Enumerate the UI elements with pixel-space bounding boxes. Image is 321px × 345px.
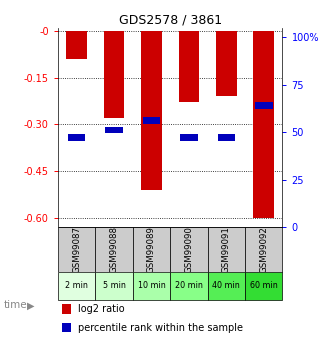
Bar: [58, 227, 95, 272]
Bar: [68, 134, 85, 140]
Bar: [170, 272, 208, 300]
Bar: [105, 127, 123, 133]
Bar: [58, 272, 95, 300]
Text: 2 min: 2 min: [65, 282, 88, 290]
Bar: [133, 227, 170, 272]
Bar: [95, 227, 133, 272]
Bar: [141, 31, 162, 190]
Bar: [208, 272, 245, 300]
Text: ▶: ▶: [27, 300, 35, 310]
Text: GSM99090: GSM99090: [184, 226, 193, 273]
Text: 60 min: 60 min: [250, 282, 278, 290]
Text: 40 min: 40 min: [213, 282, 240, 290]
Bar: [180, 134, 198, 140]
Text: GSM99092: GSM99092: [259, 226, 268, 273]
Bar: [178, 31, 199, 102]
Text: 20 min: 20 min: [175, 282, 203, 290]
Text: GSM99088: GSM99088: [109, 226, 118, 273]
Bar: [245, 272, 282, 300]
Bar: [66, 31, 87, 59]
Bar: [62, 323, 71, 333]
Bar: [170, 227, 208, 272]
Text: 5 min: 5 min: [102, 282, 126, 290]
Text: GSM99087: GSM99087: [72, 226, 81, 273]
Bar: [216, 31, 237, 96]
Bar: [254, 31, 274, 218]
Bar: [245, 227, 282, 272]
Bar: [255, 102, 273, 109]
Bar: [218, 134, 235, 140]
Bar: [208, 227, 245, 272]
Bar: [143, 117, 160, 124]
Bar: [104, 31, 124, 118]
Text: log2 ratio: log2 ratio: [78, 304, 125, 314]
Title: GDS2578 / 3861: GDS2578 / 3861: [118, 13, 222, 27]
Text: percentile rank within the sample: percentile rank within the sample: [78, 323, 243, 333]
Bar: [95, 272, 133, 300]
Bar: [133, 272, 170, 300]
Text: GSM99089: GSM99089: [147, 226, 156, 273]
Text: GSM99091: GSM99091: [222, 226, 231, 273]
Bar: [62, 304, 71, 314]
Text: time: time: [3, 300, 27, 310]
Text: 10 min: 10 min: [137, 282, 165, 290]
